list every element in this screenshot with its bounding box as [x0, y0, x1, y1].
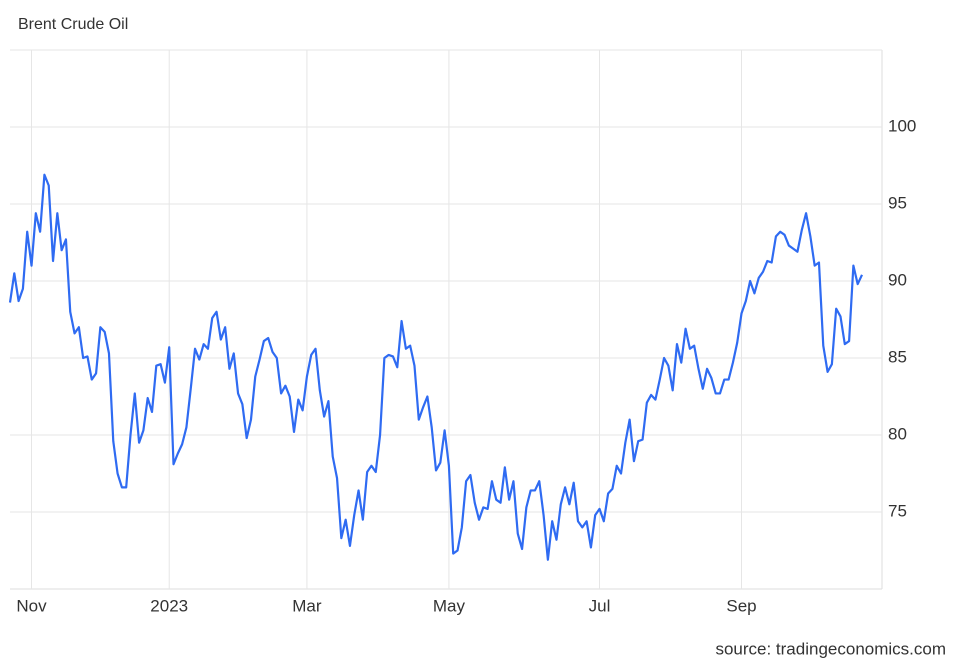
y-tick-label: 85 — [888, 347, 907, 366]
x-tick-label: May — [433, 596, 466, 615]
source: source: tradingeconomics.com — [715, 639, 946, 658]
y-tick-label: 80 — [888, 424, 907, 443]
x-tick-label: Sep — [726, 596, 756, 615]
x-tick-label: 2023 — [150, 596, 188, 615]
price-line — [8, 173, 863, 561]
x-tick-label: Nov — [16, 596, 47, 615]
chart-title: Brent Crude Oil — [18, 16, 128, 33]
y-tick-label: 100 — [888, 116, 916, 135]
x-tick-label: Mar — [292, 596, 322, 615]
x-tick-label: Jul — [589, 596, 611, 615]
y-tick-label: 90 — [888, 270, 907, 289]
y-tick-label: 95 — [888, 193, 907, 212]
y-tick-label: 75 — [888, 501, 907, 520]
